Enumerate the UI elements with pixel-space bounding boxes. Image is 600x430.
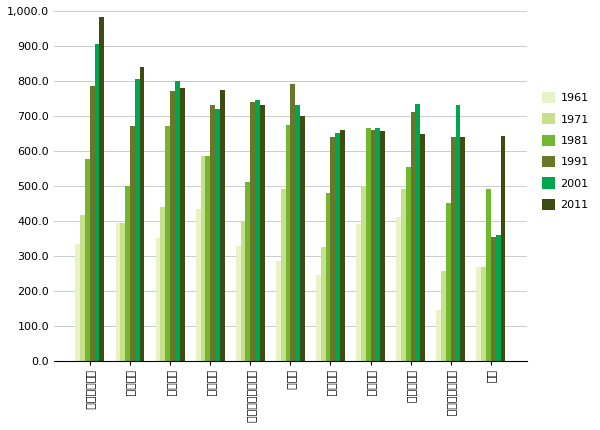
Bar [361,186,366,361]
Bar [436,310,441,361]
Bar [356,224,361,361]
Bar [441,271,446,361]
Bar [326,193,331,361]
Bar [85,159,90,361]
Bar [175,81,179,361]
Bar [300,116,305,361]
Bar [496,235,500,361]
Bar [371,130,376,361]
Bar [130,126,135,361]
Bar [125,186,130,361]
Bar [321,247,326,361]
Bar [376,128,380,361]
Bar [396,218,401,361]
Bar [295,105,300,361]
Bar [476,267,481,361]
Bar [500,136,505,361]
Bar [455,105,460,361]
Bar [155,239,160,361]
Bar [100,17,104,361]
Bar [460,137,465,361]
Bar [486,190,491,361]
Bar [286,125,290,361]
Bar [165,126,170,361]
Bar [276,261,281,361]
Bar [116,223,121,361]
Bar [170,92,175,361]
Bar [135,79,140,361]
Bar [366,128,371,361]
Bar [335,133,340,361]
Bar [250,102,255,361]
Bar [236,246,241,361]
Bar [491,237,496,361]
Bar [95,44,100,361]
Bar [260,105,265,361]
Bar [481,267,486,361]
Bar [316,275,321,361]
Bar [446,203,451,361]
Bar [380,131,385,361]
Bar [340,130,345,361]
Bar [121,223,125,361]
Legend: 1961, 1971, 1981, 1991, 2001, 2011: 1961, 1971, 1981, 1991, 2001, 2011 [537,87,593,215]
Bar [331,137,335,361]
Bar [210,105,215,361]
Bar [205,156,210,361]
Bar [406,167,410,361]
Bar [401,190,406,361]
Bar [200,156,205,361]
Bar [241,221,245,361]
Bar [90,86,95,361]
Bar [415,104,421,361]
Bar [255,100,260,361]
Bar [290,84,295,361]
Bar [215,109,220,361]
Bar [179,88,185,361]
Bar [196,209,200,361]
Bar [245,182,250,361]
Bar [410,113,415,361]
Bar [76,244,80,361]
Bar [281,190,286,361]
Bar [80,215,85,361]
Bar [451,137,455,361]
Bar [220,90,224,361]
Bar [140,67,145,361]
Bar [160,207,165,361]
Bar [421,134,425,361]
